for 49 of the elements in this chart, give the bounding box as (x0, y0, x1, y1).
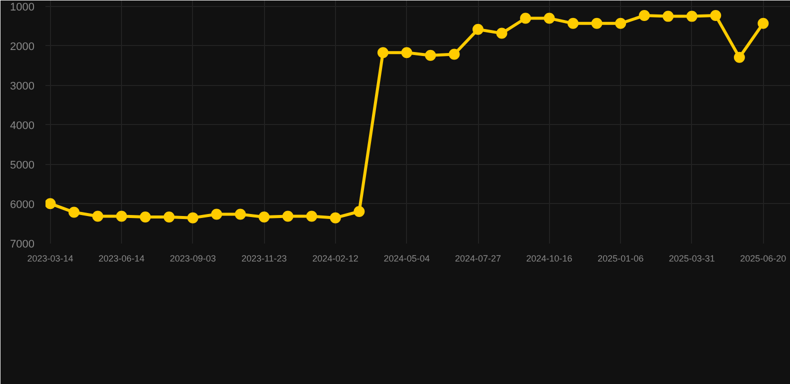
y-tick-label: 6000 (10, 198, 35, 211)
x-tick-label: 2024-05-04 (384, 254, 430, 264)
point (591, 18, 602, 29)
point (496, 28, 508, 39)
point (424, 50, 436, 61)
point (306, 210, 318, 222)
x-tick-label: 2024-02-12 (312, 254, 358, 264)
x-tick-label: 2023-06-14 (98, 254, 145, 264)
point (354, 206, 365, 217)
point (46, 198, 56, 210)
point (568, 18, 579, 29)
x-tick-label: 2023-03-14 (27, 254, 74, 264)
point (615, 18, 626, 29)
point (758, 18, 769, 29)
y-tick-label: 1000 (10, 1, 35, 14)
y-tick-label: 4000 (10, 120, 35, 132)
point (662, 10, 674, 22)
x-tick-label: 2023-11-23 (241, 254, 287, 264)
point (116, 210, 128, 222)
point (187, 212, 198, 224)
point (686, 10, 698, 22)
x-tick-label: 2025-01-06 (598, 254, 644, 264)
point (710, 10, 722, 22)
point (520, 12, 532, 24)
point (401, 47, 412, 58)
point (140, 212, 151, 223)
point (472, 24, 484, 35)
point (448, 48, 460, 60)
point (377, 47, 388, 58)
x-tick-label: 2024-10-16 (526, 254, 572, 264)
point (164, 212, 175, 223)
y-tick-label: 3000 (10, 80, 35, 92)
y-tick-label: 2000 (10, 40, 35, 53)
point (258, 212, 270, 223)
x-tick-label: 2025-06-20 (740, 254, 786, 264)
point (638, 10, 650, 22)
point (330, 212, 341, 224)
point (211, 208, 222, 220)
point (92, 210, 104, 222)
y-tick-label: 5000 (10, 159, 35, 172)
y-tick-label: 7000 (10, 238, 35, 250)
x-tick-label: 2025-03-31 (668, 254, 715, 264)
point (734, 52, 745, 63)
point (282, 210, 294, 222)
point (544, 12, 555, 24)
point (68, 206, 80, 218)
point (234, 208, 246, 220)
x-tick-label: 2024-07-27 (454, 254, 502, 264)
x-tick-label: 2023-09-03 (170, 254, 216, 264)
